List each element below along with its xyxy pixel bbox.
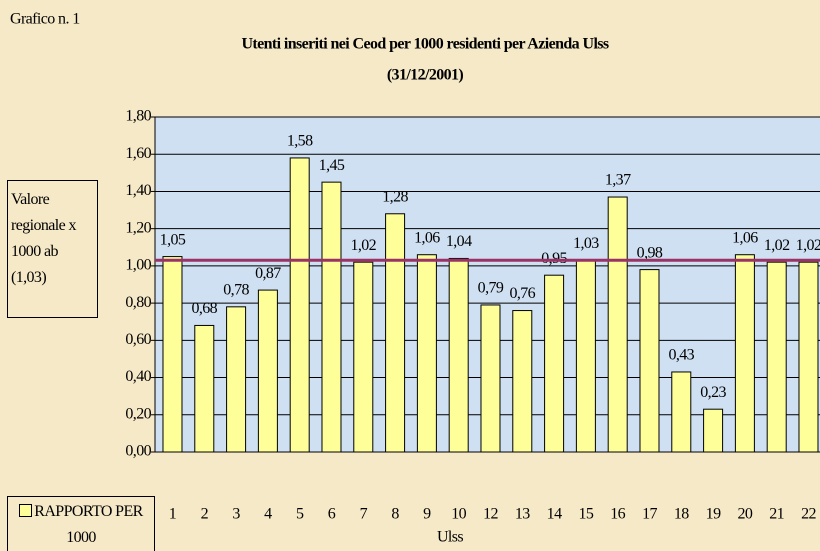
legend-label: RAPPORTO PER 1000 — [34, 503, 143, 546]
x-tick-label: 2 — [201, 506, 209, 523]
corner-label: Grafico n. 1 — [10, 11, 80, 28]
bar — [766, 261, 787, 453]
annotation-line: (1,03) — [11, 269, 47, 286]
x-axis-label: Ulss — [437, 529, 463, 546]
y-tick-label: 1,20 — [125, 219, 151, 236]
y-tick-label: 0,20 — [125, 405, 151, 422]
x-tick-label: 1 — [169, 506, 177, 523]
bar — [257, 289, 278, 453]
legend: RAPPORTO PER 1000 — [7, 496, 155, 551]
x-tick-label: 6 — [328, 506, 336, 523]
x-tick-label: 21 — [769, 506, 784, 523]
x-tick-label: 3 — [232, 506, 240, 523]
bar — [162, 256, 183, 453]
x-tick-label: 13 — [515, 506, 530, 523]
data-label: 1,28 — [382, 188, 408, 205]
bar — [544, 274, 565, 453]
data-label: 1,05 — [160, 231, 186, 248]
x-tick-label: 12 — [483, 506, 498, 523]
y-tick-label: 0,80 — [125, 294, 151, 311]
bar — [416, 254, 437, 453]
x-tick-label: 7 — [360, 506, 368, 523]
x-tick-label: 5 — [296, 506, 304, 523]
x-tick-label: 10 — [451, 506, 466, 523]
y-tick-label: 0,00 — [125, 443, 151, 460]
data-label: 1,06 — [414, 229, 440, 246]
bar — [353, 261, 374, 453]
y-tick-label: 0,60 — [125, 331, 151, 348]
data-label: 0,79 — [478, 280, 504, 297]
bar — [480, 304, 501, 453]
bar — [512, 310, 533, 453]
data-label: 1,02 — [350, 237, 376, 254]
annotation-line: 1000 ab — [11, 243, 59, 260]
data-label: 1,02 — [796, 237, 820, 254]
x-tick-label: 20 — [737, 506, 752, 523]
x-tick-label: 18 — [674, 506, 689, 523]
y-tick-label: 1,40 — [125, 182, 151, 199]
bar — [671, 371, 692, 453]
data-label: 1,03 — [573, 235, 599, 252]
data-label: 0,23 — [700, 384, 726, 401]
bar — [321, 181, 342, 453]
data-label: 1,06 — [732, 229, 758, 246]
bar — [194, 324, 215, 453]
bar — [798, 261, 819, 453]
bar — [575, 259, 596, 453]
data-label: 0,95 — [541, 250, 567, 267]
bar — [734, 254, 755, 453]
data-label: 0,68 — [191, 300, 217, 317]
bar — [607, 196, 628, 453]
legend-swatch — [19, 504, 33, 517]
data-label: 1,58 — [287, 133, 313, 150]
reference-annotation: Valore regionale x 1000 ab (1,03) — [7, 180, 98, 318]
data-label: 1,45 — [319, 157, 345, 174]
x-tick-label: 15 — [578, 506, 593, 523]
data-label: 1,02 — [764, 237, 790, 254]
data-label: 1,04 — [446, 233, 472, 250]
x-tick-label: 4 — [264, 506, 272, 523]
y-tick-label: 1,80 — [125, 108, 151, 125]
chart-subtitle: (31/12/2001) — [387, 67, 464, 84]
bar — [289, 157, 310, 453]
data-label: 0,43 — [668, 347, 694, 364]
bar — [703, 408, 724, 453]
x-tick-label: 14 — [547, 506, 562, 523]
bar — [448, 257, 469, 453]
chart-title: Utenti inseriti nei Ceod per 1000 reside… — [241, 36, 608, 53]
y-tick-label: 1,60 — [125, 145, 151, 162]
data-label: 0,76 — [509, 285, 535, 302]
annotation-line: Valore — [11, 191, 50, 208]
x-tick-label: 16 — [610, 506, 625, 523]
x-tick-label: 19 — [706, 506, 721, 523]
x-tick-label: 17 — [642, 506, 657, 523]
data-label: 0,87 — [255, 265, 281, 282]
x-tick-label: 9 — [423, 506, 431, 523]
bar — [226, 306, 247, 453]
y-tick-label: 0,40 — [125, 368, 151, 385]
bar — [639, 269, 660, 453]
x-tick-label: 8 — [391, 506, 399, 523]
annotation-line: regionale x — [11, 217, 77, 234]
data-label: 0,98 — [637, 244, 663, 261]
bar — [385, 213, 406, 453]
x-tick-label: 22 — [801, 506, 816, 523]
data-label: 1,37 — [605, 172, 631, 189]
data-label: 0,78 — [223, 282, 249, 299]
y-tick-label: 1,00 — [125, 257, 151, 274]
